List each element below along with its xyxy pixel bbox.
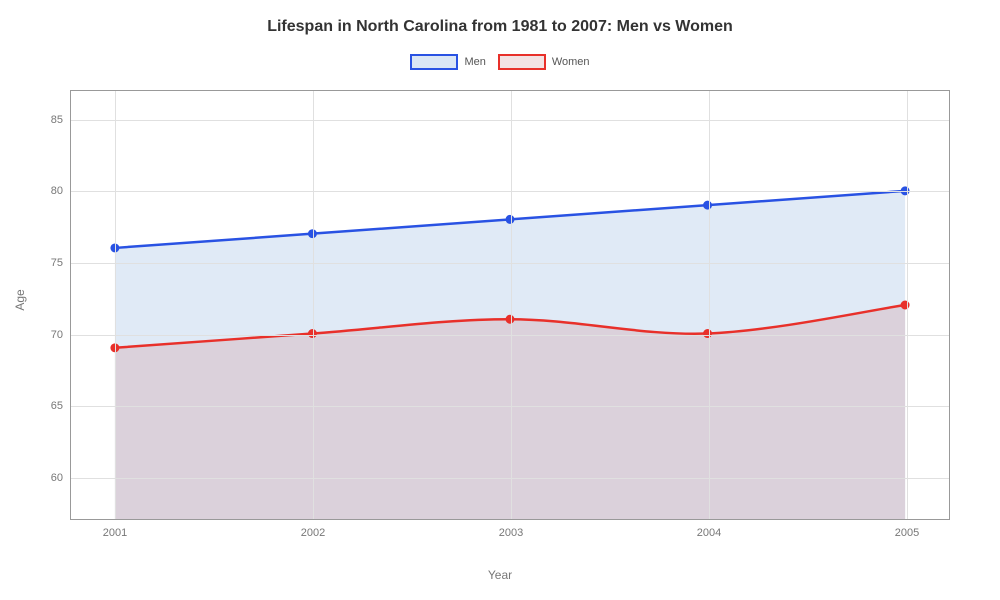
data-point	[704, 201, 712, 209]
y-axis-label: Age	[13, 289, 27, 310]
gridline-v	[511, 91, 512, 519]
legend-swatch-women	[498, 54, 546, 70]
x-tick-label: 2005	[895, 519, 919, 539]
gridline-h	[71, 406, 949, 407]
legend-swatch-men	[410, 54, 458, 70]
data-point	[506, 215, 514, 223]
y-tick-label: 80	[51, 185, 71, 197]
y-tick-label: 85	[51, 114, 71, 126]
chart-svg	[71, 91, 949, 519]
gridline-v	[709, 91, 710, 519]
x-tick-label: 2001	[103, 519, 127, 539]
x-tick-label: 2002	[301, 519, 325, 539]
legend-label-men: Men	[464, 56, 485, 68]
gridline-v	[907, 91, 908, 519]
y-tick-label: 60	[51, 472, 71, 484]
legend-label-women: Women	[552, 56, 590, 68]
gridline-v	[313, 91, 314, 519]
y-tick-label: 65	[51, 400, 71, 412]
legend-item-women: Women	[498, 54, 590, 70]
plot-box: 60657075808520012002200320042005	[70, 90, 950, 520]
plot-area: 60657075808520012002200320042005	[70, 90, 950, 520]
gridline-h	[71, 191, 949, 192]
x-axis-label: Year	[488, 568, 512, 582]
y-tick-label: 75	[51, 257, 71, 269]
x-tick-label: 2003	[499, 519, 523, 539]
y-tick-label: 70	[51, 329, 71, 341]
data-point	[704, 330, 712, 338]
legend: Men Women	[0, 54, 1000, 70]
gridline-h	[71, 120, 949, 121]
x-tick-label: 2004	[697, 519, 721, 539]
chart-container: Lifespan in North Carolina from 1981 to …	[0, 0, 1000, 600]
gridline-h	[71, 263, 949, 264]
data-point	[506, 315, 514, 323]
gridline-v	[115, 91, 116, 519]
gridline-h	[71, 335, 949, 336]
legend-item-men: Men	[410, 54, 485, 70]
chart-title: Lifespan in North Carolina from 1981 to …	[0, 0, 1000, 36]
gridline-h	[71, 478, 949, 479]
